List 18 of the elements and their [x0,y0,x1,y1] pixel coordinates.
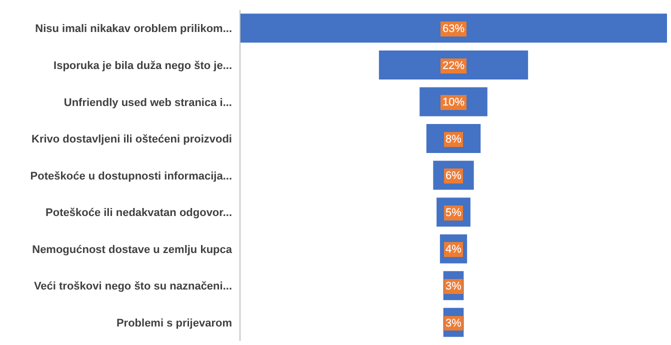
category-label: Isporuka je bila duža nego što je... [54,60,232,72]
category-label: Problemi s prijevarom [116,317,232,330]
data-label: 3% [446,280,462,292]
data-label: 8% [446,133,462,146]
data-label: 3% [446,317,462,330]
category-label: Unfriendly used web stranica i... [64,96,232,109]
category-label: Poteškoće u dostupnosti informacija... [30,170,232,182]
data-label: 4% [446,244,462,256]
category-label: Nemogućnost dostave u zemlju kupca [32,244,233,256]
data-label: 5% [446,206,462,219]
data-label: 22% [442,60,465,72]
category-label: Krivo dostavljeni ili oštećeni proizvodi [32,134,232,146]
category-label: Nisu imali nikakav oroblem prilikom... [35,23,232,36]
data-label: 63% [442,23,465,36]
category-label: Veći troškovi nego što su naznačeni... [34,280,232,293]
category-label: Poteškoće ili nedakvatan odgovor... [46,207,232,220]
data-label: 6% [446,170,462,182]
data-label: 10% [442,96,465,109]
